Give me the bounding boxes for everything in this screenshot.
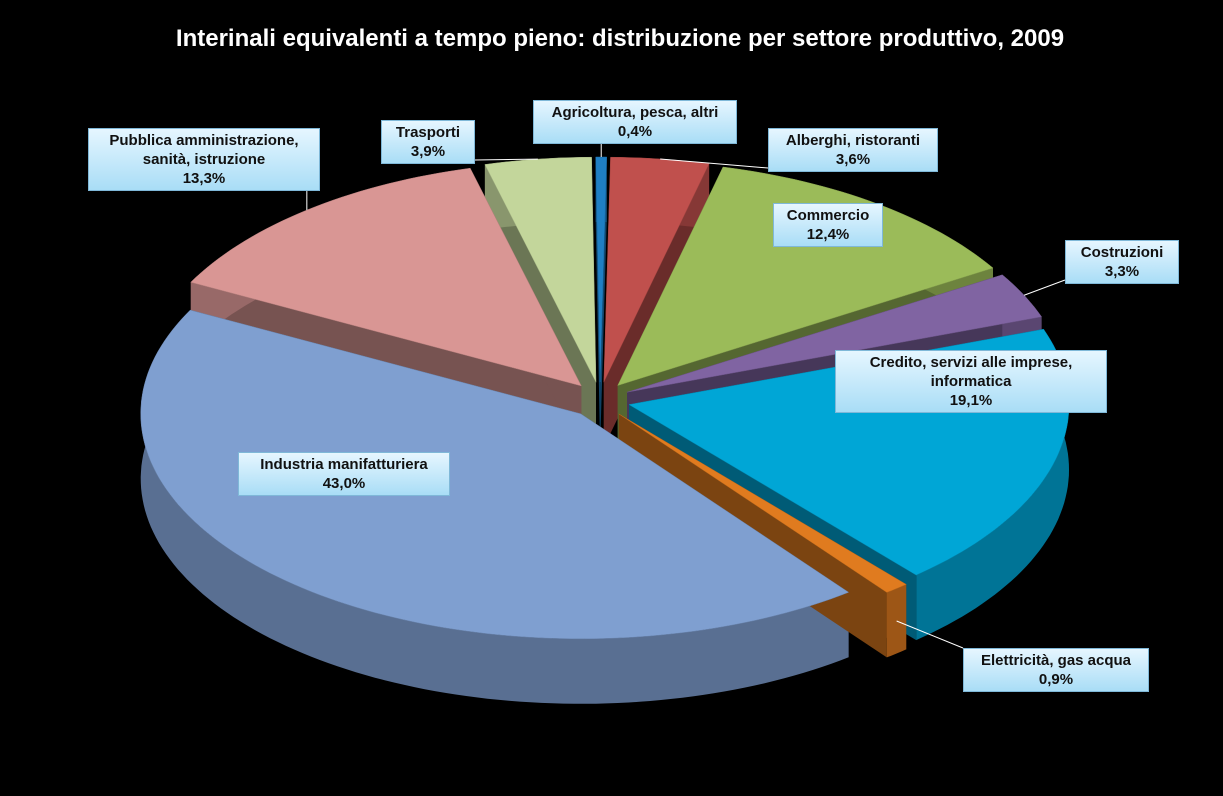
label-value: 43,0% [322, 475, 366, 492]
leader-line [660, 158, 769, 169]
data-label: Industria manifatturiera 43,0% [238, 452, 450, 496]
leader-line [1023, 279, 1066, 296]
data-label: Alberghi, ristoranti 3,6% [768, 128, 938, 172]
slice-side [916, 329, 1069, 641]
label-name: Industria manifatturiera [260, 456, 428, 473]
leader-line [474, 158, 538, 161]
label-value: 0,9% [1038, 671, 1074, 688]
leader-line [896, 620, 964, 649]
label-value: 0,4% [617, 123, 653, 140]
slice-wall [600, 157, 607, 447]
label-name: Agricoltura, pesca, altri [551, 104, 719, 121]
slice-wall [595, 157, 601, 447]
chart-title: Interinali equivalenti a tempo pieno: di… [175, 25, 1065, 52]
slice [190, 167, 582, 387]
slice [618, 413, 907, 593]
label-name: Pubblica amministrazione, sanità, istruz… [109, 132, 299, 168]
label-value: 19,1% [949, 392, 993, 409]
label-value: 13,3% [182, 170, 226, 187]
slice [140, 309, 850, 640]
data-label: Credito, servizi alle imprese, informati… [835, 350, 1107, 413]
slice [627, 274, 1043, 393]
data-label: Elettricità, gas acqua 0,9% [963, 648, 1149, 692]
slice-side [886, 584, 907, 658]
data-label: Costruzioni 3,3% [1065, 240, 1179, 284]
slice-side [140, 310, 849, 704]
label-value: 3,3% [1104, 263, 1140, 280]
label-name: Trasporti [395, 124, 461, 141]
label-name: Credito, servizi alle imprese, informati… [869, 354, 1073, 390]
label-value: 3,9% [410, 143, 446, 160]
label-name: Costruzioni [1080, 244, 1164, 261]
label-value: 12,4% [806, 226, 850, 243]
data-label: Pubblica amministrazione, sanità, istruz… [88, 128, 320, 191]
data-label: Commercio 12,4% [773, 203, 883, 247]
data-label: Trasporti 3,9% [381, 120, 475, 164]
label-name: Alberghi, ristoranti [785, 132, 921, 149]
label-name: Elettricità, gas acqua [980, 652, 1132, 669]
label-name: Commercio [786, 207, 870, 224]
label-value: 3,6% [835, 151, 871, 168]
data-label: Agricoltura, pesca, altri 0,4% [533, 100, 737, 144]
